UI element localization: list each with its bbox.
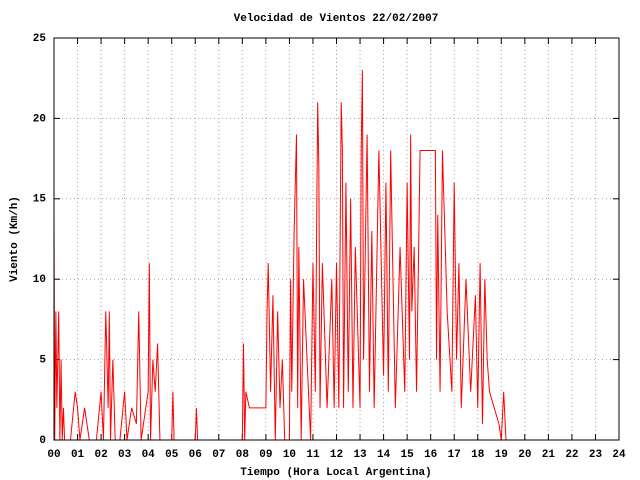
x-tick-label: 07 [212,449,225,461]
x-tick-label: 17 [448,449,461,461]
x-tick-label: 08 [236,449,250,461]
x-tick-label: 13 [353,449,367,461]
x-axis-label: Tiempo (Hora Local Argentina) [240,467,431,479]
data-line [53,70,507,441]
y-axis-label: Viento (Km/h) [9,196,21,282]
x-tick-label: 21 [542,449,556,461]
plot-frame [53,37,620,441]
x-tick-label: 09 [259,449,272,461]
x-tick-label: 20 [518,449,531,461]
x-tick-label: 23 [589,449,603,461]
x-tick-label: 12 [330,449,343,461]
x-tick-label: 00 [47,449,60,461]
x-tick-label: 15 [401,449,415,461]
x-tick-label: 03 [118,449,132,461]
x-tick-label: 24 [612,449,626,461]
x-tick-label: 06 [189,449,202,461]
chart-title: Velocidad de Vientos 22/02/2007 [234,13,439,25]
y-tick-label: 20 [33,113,46,125]
x-tick-label: 05 [165,449,179,461]
x-tick-label: 02 [94,449,107,461]
y-tick-label: 10 [33,274,46,286]
x-tick-label: 16 [424,449,437,461]
y-tick-label: 25 [33,33,47,45]
x-tick-label: 22 [565,449,578,461]
y-tick-label: 5 [39,355,46,367]
x-tick-label: 01 [71,449,85,461]
x-tick-label: 18 [471,449,485,461]
x-tick-label: 04 [142,449,156,461]
x-tick-label: 10 [283,449,296,461]
y-tick-label: 15 [33,194,47,206]
x-tick-label: 19 [495,449,508,461]
x-tick-label: 11 [306,449,320,461]
y-tick-label: 0 [39,435,46,447]
x-tick-label: 14 [377,449,391,461]
